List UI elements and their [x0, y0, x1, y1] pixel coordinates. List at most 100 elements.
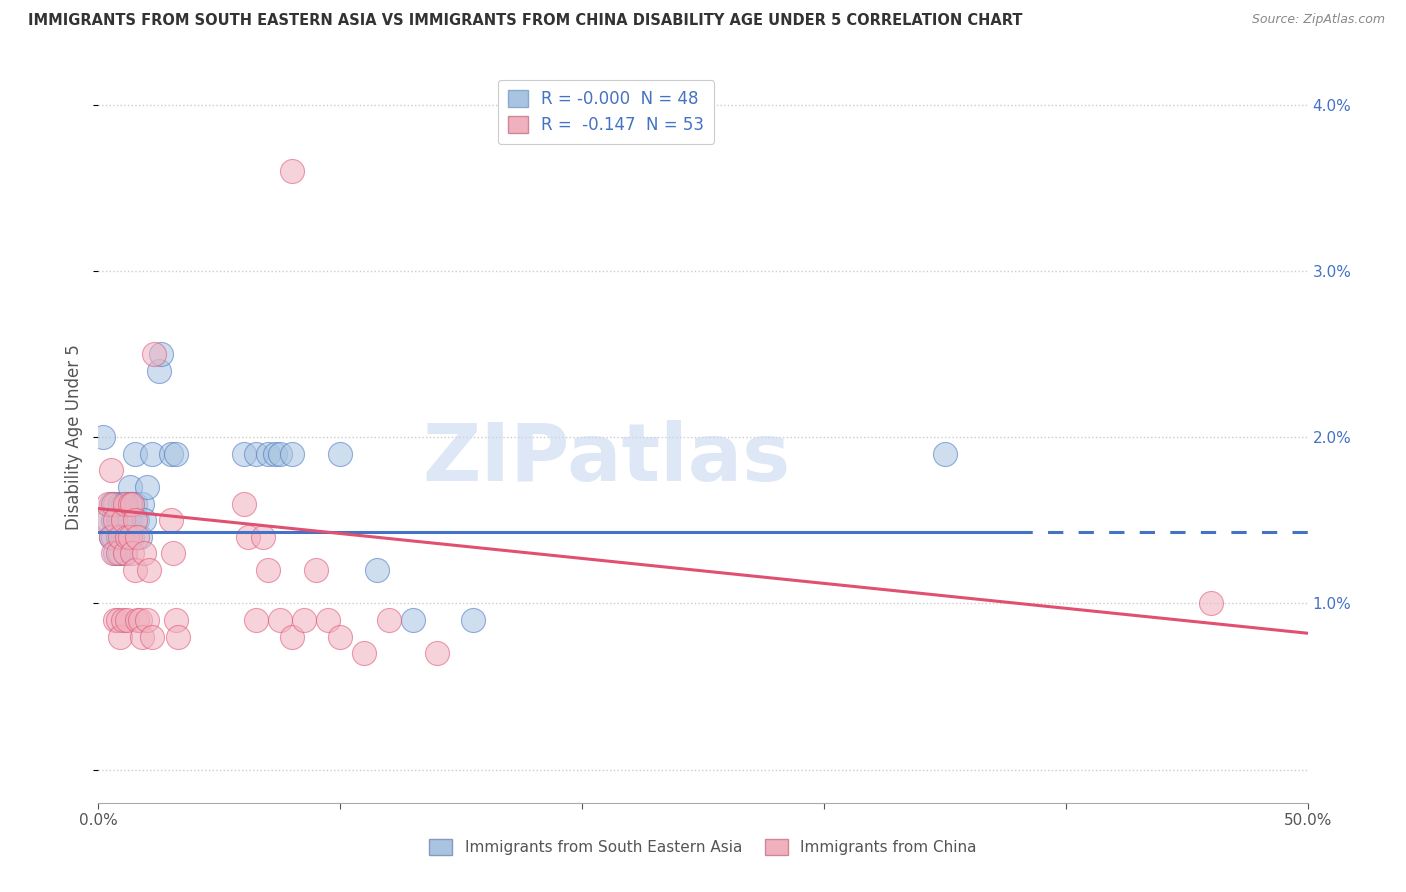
- Point: [377, 613, 399, 627]
- Point: [100, 530, 122, 544]
- Point: [108, 530, 131, 544]
- Point: [108, 630, 131, 644]
- Point: [281, 447, 304, 461]
- Point: [104, 546, 127, 560]
- Point: [114, 546, 136, 560]
- Point: [117, 530, 139, 544]
- Point: [238, 530, 260, 544]
- Point: [101, 513, 124, 527]
- Point: [104, 497, 127, 511]
- Point: [264, 447, 287, 461]
- Point: [121, 546, 143, 560]
- Point: [141, 630, 163, 644]
- Point: [245, 613, 267, 627]
- Point: [104, 613, 127, 627]
- Point: [165, 447, 187, 461]
- Point: [232, 497, 254, 511]
- Point: [107, 513, 129, 527]
- Point: [269, 613, 291, 627]
- Point: [281, 630, 304, 644]
- Point: [107, 613, 129, 627]
- Point: [117, 613, 139, 627]
- Point: [127, 613, 149, 627]
- Point: [124, 447, 146, 461]
- Point: [143, 347, 166, 361]
- Point: [121, 530, 143, 544]
- Point: [97, 497, 120, 511]
- Point: [108, 546, 131, 560]
- Point: [141, 447, 163, 461]
- Point: [114, 530, 136, 544]
- Point: [162, 546, 184, 560]
- Point: [101, 530, 124, 544]
- Point: [269, 447, 291, 461]
- Point: [117, 497, 139, 511]
- Point: [111, 513, 134, 527]
- Point: [160, 447, 183, 461]
- Point: [121, 497, 143, 511]
- Point: [100, 463, 122, 477]
- Point: [111, 513, 134, 527]
- Point: [111, 497, 134, 511]
- Point: [252, 530, 274, 544]
- Point: [104, 513, 127, 527]
- Point: [316, 613, 339, 627]
- Point: [1199, 596, 1222, 610]
- Point: [256, 447, 278, 461]
- Point: [118, 480, 141, 494]
- Point: [124, 513, 146, 527]
- Point: [127, 530, 149, 544]
- Point: [94, 513, 117, 527]
- Point: [426, 646, 449, 660]
- Point: [934, 447, 956, 461]
- Point: [101, 497, 124, 511]
- Point: [329, 447, 352, 461]
- Point: [118, 530, 141, 544]
- Point: [281, 164, 304, 178]
- Point: [114, 497, 136, 511]
- Point: [402, 613, 425, 627]
- Point: [134, 513, 156, 527]
- Point: [150, 347, 173, 361]
- Legend: Immigrants from South Eastern Asia, Immigrants from China: Immigrants from South Eastern Asia, Immi…: [423, 833, 983, 861]
- Point: [131, 630, 153, 644]
- Point: [138, 563, 160, 577]
- Point: [100, 497, 122, 511]
- Point: [135, 613, 157, 627]
- Point: [111, 613, 134, 627]
- Point: [134, 546, 156, 560]
- Point: [117, 513, 139, 527]
- Point: [111, 530, 134, 544]
- Point: [121, 497, 143, 511]
- Point: [97, 513, 120, 527]
- Point: [108, 513, 131, 527]
- Point: [108, 497, 131, 511]
- Point: [131, 497, 153, 511]
- Text: Source: ZipAtlas.com: Source: ZipAtlas.com: [1251, 13, 1385, 27]
- Point: [101, 546, 124, 560]
- Point: [165, 613, 187, 627]
- Point: [124, 563, 146, 577]
- Point: [117, 530, 139, 544]
- Point: [127, 513, 149, 527]
- Point: [305, 563, 328, 577]
- Point: [118, 497, 141, 511]
- Point: [232, 447, 254, 461]
- Point: [148, 363, 170, 377]
- Point: [114, 546, 136, 560]
- Point: [91, 430, 114, 444]
- Text: ZIPatlas: ZIPatlas: [422, 420, 790, 498]
- Point: [329, 630, 352, 644]
- Y-axis label: Disability Age Under 5: Disability Age Under 5: [65, 344, 83, 530]
- Point: [292, 613, 315, 627]
- Point: [107, 530, 129, 544]
- Point: [128, 530, 150, 544]
- Point: [124, 497, 146, 511]
- Point: [118, 513, 141, 527]
- Point: [353, 646, 375, 660]
- Point: [107, 546, 129, 560]
- Point: [128, 613, 150, 627]
- Text: IMMIGRANTS FROM SOUTH EASTERN ASIA VS IMMIGRANTS FROM CHINA DISABILITY AGE UNDER: IMMIGRANTS FROM SOUTH EASTERN ASIA VS IM…: [28, 13, 1022, 29]
- Point: [100, 530, 122, 544]
- Point: [135, 480, 157, 494]
